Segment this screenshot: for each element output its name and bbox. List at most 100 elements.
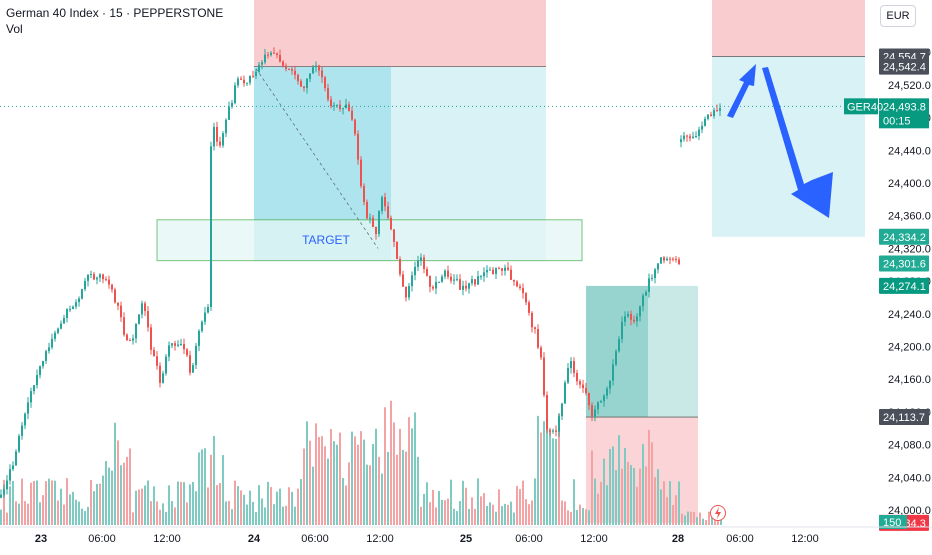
volume-bar [336, 444, 338, 525]
volume-bar [537, 415, 539, 525]
volume-bar [120, 465, 122, 525]
candle-body [372, 217, 374, 227]
volume-bar [390, 400, 392, 525]
candle-body [408, 286, 410, 298]
candle-body [24, 413, 26, 426]
volume-bar [660, 489, 662, 525]
time-tick-label: 06:00 [515, 533, 543, 545]
volume-bars [0, 400, 722, 525]
candle-body [558, 416, 560, 432]
volume-bar [150, 501, 152, 525]
volume-bar [456, 511, 458, 525]
volume-bar [171, 501, 173, 525]
candle-body [689, 136, 691, 139]
candle-body [543, 357, 545, 396]
volume-bar [72, 491, 74, 525]
candle-body [669, 258, 671, 260]
long-profit-zone [586, 285, 698, 418]
candle-body [126, 334, 128, 341]
candle-body [249, 75, 251, 83]
volume-bar [210, 454, 212, 525]
arrows [727, 64, 833, 218]
volume-bar [18, 503, 20, 525]
volume-bar [528, 504, 530, 525]
candle-body [504, 267, 506, 271]
volume-bar [285, 505, 287, 525]
candle-body [174, 343, 176, 346]
price-label-tag: 24,274.1 [879, 277, 929, 294]
candle-body [510, 269, 512, 280]
volume-bar [132, 512, 134, 525]
candle-body [351, 110, 353, 120]
candle-body [465, 285, 467, 289]
candle-body [141, 303, 143, 315]
candle-body [192, 365, 194, 373]
currency-button[interactable]: EUR [880, 5, 916, 27]
candle-body [282, 61, 284, 66]
volume-bar [423, 493, 425, 525]
candle-body [695, 135, 697, 137]
volume-bar [381, 473, 383, 525]
volume-bar [429, 502, 431, 525]
last-price-text: 24,493.8 [883, 101, 926, 113]
volume-bar [144, 485, 146, 525]
candle-body [468, 283, 470, 289]
volume-bar [402, 449, 404, 525]
volume-bar [702, 518, 704, 525]
volume-value-bg [879, 515, 907, 529]
volume-bar [483, 492, 485, 525]
volume-bar [546, 422, 548, 525]
volume-bar [555, 438, 557, 525]
candle-body [315, 65, 317, 68]
candle-body [683, 135, 685, 140]
candle-body [477, 276, 479, 285]
candle-body [528, 302, 530, 313]
candle-body [240, 78, 242, 80]
volume-bar [591, 450, 593, 525]
volume-bar [294, 506, 296, 525]
volume-bar [183, 482, 185, 525]
volume-bar [177, 481, 179, 525]
candle-body [630, 313, 632, 320]
volume-bar [321, 436, 323, 525]
candle-body [177, 344, 179, 346]
volume-bar [207, 487, 209, 525]
candle-body [276, 53, 278, 56]
candle-body [627, 313, 629, 317]
lightning-icon[interactable] [710, 505, 726, 521]
candle-body [618, 339, 620, 352]
candle-body [201, 321, 203, 331]
candle-body [384, 197, 386, 207]
price-label-tag: 24,542.4 [879, 58, 929, 75]
candle-body [21, 425, 23, 436]
candle-body [222, 133, 224, 146]
candle-body [18, 435, 20, 452]
candle-body [123, 317, 125, 335]
volume-bar [501, 506, 503, 525]
volume-bar [669, 481, 671, 525]
volume-bar [216, 485, 218, 525]
candle-body [438, 281, 440, 283]
candle-body [171, 343, 173, 346]
volume-bar [42, 495, 44, 525]
candle-body [237, 78, 239, 86]
candle-body [444, 270, 446, 277]
candle-body [498, 268, 500, 270]
candle-body [102, 274, 104, 280]
candle-body [483, 272, 485, 277]
volume-bar [549, 431, 551, 525]
volume-bar [213, 435, 215, 525]
candle-body [54, 332, 56, 339]
volume-bar [486, 505, 488, 525]
candle-body [471, 279, 473, 284]
candle-body [15, 451, 17, 466]
price-label-text: 24,542.4 [883, 62, 926, 74]
candle-body [144, 303, 146, 312]
candle-body [36, 375, 38, 386]
volume-bar [585, 509, 587, 525]
candle-body [417, 260, 419, 267]
volume-bar [600, 481, 602, 525]
volume-bar [45, 481, 47, 525]
